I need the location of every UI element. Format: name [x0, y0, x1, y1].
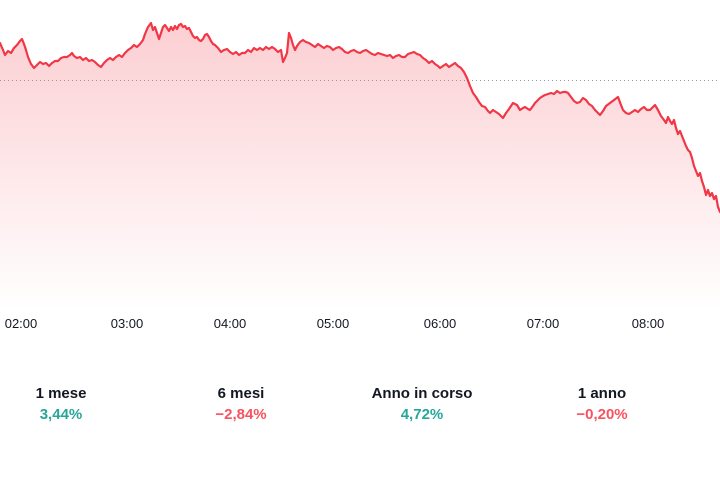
range-change-value: −2,84% — [215, 406, 267, 423]
performance-row: 1 mese 3,44% 6 mesi −2,84% Anno in corso 4,72… — [0, 384, 720, 430]
range-change-value: 4,72% — [400, 406, 444, 423]
range-1-anno[interactable]: 1 anno −0,20% — [576, 384, 627, 424]
x-axis: 02:00 03:00 04:00 05:00 06:00 07:00 08:00 — [0, 310, 720, 336]
x-axis-tick-0700: 07:00 — [526, 316, 560, 331]
range-1-mese[interactable]: 1 mese 3,44% — [36, 384, 87, 424]
range-label: 1 mese — [35, 385, 87, 402]
range-change-value: 3,44% — [39, 406, 83, 423]
x-axis-tick-0400: 04:00 — [213, 316, 247, 331]
range-anno-in-corso[interactable]: Anno in corso 4,72% — [372, 384, 473, 424]
range-label: 6 mesi — [217, 385, 265, 402]
range-label: Anno in corso — [371, 385, 473, 402]
price-line — [0, 21, 720, 214]
x-axis-tick-0200: 02:00 — [4, 316, 38, 331]
x-axis-tick-0800: 08:00 — [631, 316, 665, 331]
x-axis-tick-0500: 05:00 — [316, 316, 350, 331]
x-axis-tick-0600: 06:00 — [423, 316, 457, 331]
price-area-chart[interactable] — [0, 0, 720, 310]
range-change-value: −0,20% — [576, 406, 628, 423]
area-fill — [0, 23, 720, 310]
range-label: 1 anno — [577, 385, 627, 402]
x-axis-tick-0300: 03:00 — [110, 316, 144, 331]
chart-canvas — [0, 21, 720, 310]
range-6-mesi[interactable]: 6 mesi −2,84% — [215, 384, 266, 424]
